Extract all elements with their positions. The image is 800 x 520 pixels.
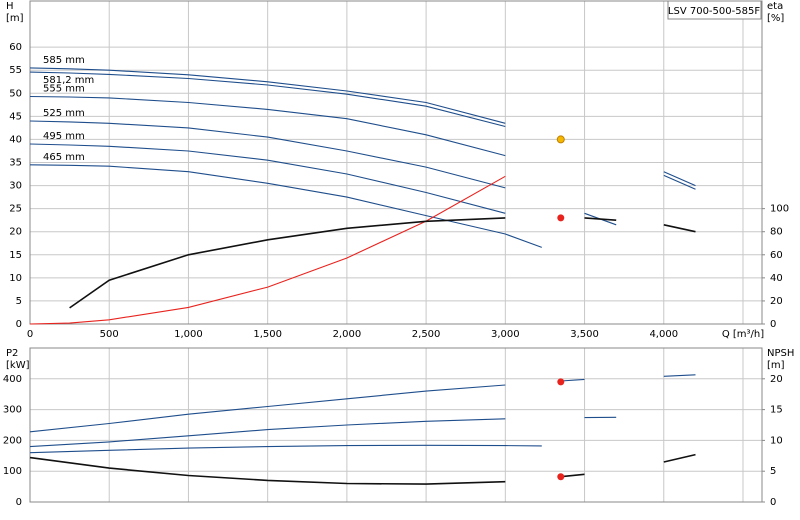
series-line xyxy=(29,120,617,226)
y-tick-label: 30 xyxy=(9,181,22,192)
x-tick-label: 2,000 xyxy=(333,329,362,340)
plot-frame xyxy=(29,347,763,503)
x-tick-label: 4,000 xyxy=(649,329,678,340)
y2-tick-label: 15 xyxy=(770,405,783,416)
y-tick-label: 300 xyxy=(3,405,22,416)
series-label: 581,2 mm xyxy=(43,75,94,86)
y-tick-label: 5 xyxy=(16,296,22,307)
y-tick-label: 200 xyxy=(3,435,22,446)
y-tick-label: 25 xyxy=(9,204,22,215)
y-tick-label: 50 xyxy=(9,88,22,99)
y-tick-label: 20 xyxy=(9,227,22,238)
series-label: 555 mm xyxy=(43,84,85,95)
x-tick-label: 500 xyxy=(100,329,119,340)
series-label: 465 mm xyxy=(43,152,85,163)
y2-axis-unit: [%] xyxy=(767,13,784,24)
operating-point xyxy=(557,378,565,386)
y-axis-title: H xyxy=(6,1,14,12)
y2-tick-label: 0 xyxy=(770,319,776,330)
y-axis-unit: [m] xyxy=(6,13,24,24)
x-tick-label: 1,500 xyxy=(253,329,282,340)
y-tick-label: 100 xyxy=(3,466,22,477)
y2-tick-label: 60 xyxy=(770,250,783,261)
y2-axis-unit: [m] xyxy=(767,360,785,371)
title-box xyxy=(667,0,762,20)
x-tick-label: 3,500 xyxy=(570,329,599,340)
y2-tick-label: 20 xyxy=(770,374,783,385)
y-axis-unit: [kW] xyxy=(6,360,30,371)
x-tick-label: 0 xyxy=(27,329,33,340)
y-tick-label: 0 xyxy=(16,497,22,508)
series-label: 495 mm xyxy=(43,131,85,142)
series-line xyxy=(29,67,696,187)
series-line xyxy=(30,144,581,239)
x-tick-label: Q [m³/h] xyxy=(722,329,764,340)
y2-tick-label: 80 xyxy=(770,227,783,238)
series-line xyxy=(29,374,696,433)
y-tick-label: 10 xyxy=(9,273,22,284)
x-tick-label: 1,000 xyxy=(174,329,203,340)
series-label: 525 mm xyxy=(43,108,85,119)
y-axis-title: P2 xyxy=(6,348,18,359)
series-line xyxy=(29,444,542,454)
series-line xyxy=(29,164,542,248)
series-line xyxy=(30,97,656,209)
y-tick-label: 400 xyxy=(3,374,22,385)
y-tick-label: 60 xyxy=(9,42,22,53)
series-label: 585 mm xyxy=(43,55,85,66)
y2-tick-label: 5 xyxy=(770,466,776,477)
y2-tick-label: 20 xyxy=(770,296,783,307)
x-tick-label: 2,500 xyxy=(412,329,441,340)
y-tick-label: 0 xyxy=(16,319,22,330)
series-line xyxy=(29,71,696,190)
y2-tick-label: 40 xyxy=(770,273,783,284)
chart-title: LSV 700-500-585F xyxy=(668,6,760,17)
series-line xyxy=(69,217,696,309)
y2-tick-label: 10 xyxy=(770,435,783,446)
y-tick-label: 15 xyxy=(9,250,22,261)
operating-point xyxy=(557,214,565,222)
y2-axis-title: eta xyxy=(767,1,783,12)
y-tick-label: 40 xyxy=(9,134,22,145)
operating-point xyxy=(557,473,565,481)
x-tick-label: 3,000 xyxy=(491,329,520,340)
y2-axis-title: NPSH xyxy=(767,348,794,359)
y-tick-label: 45 xyxy=(9,111,22,122)
y-tick-label: 55 xyxy=(9,65,22,76)
plot-frame xyxy=(29,0,763,325)
operating-point xyxy=(556,135,565,144)
y2-tick-label: 0 xyxy=(770,497,776,508)
series-line xyxy=(29,453,696,485)
series-line xyxy=(29,416,617,448)
y-tick-label: 35 xyxy=(9,158,22,169)
y2-tick-label: 100 xyxy=(770,204,789,215)
